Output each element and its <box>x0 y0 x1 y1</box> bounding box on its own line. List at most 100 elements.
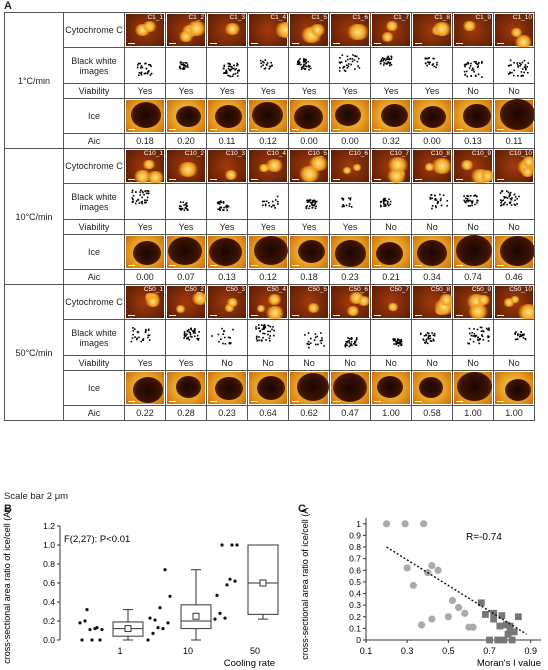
mask-pixel <box>464 63 466 66</box>
mask-pixel <box>351 58 354 60</box>
mask-pixel <box>488 335 490 338</box>
fluorescence-spot <box>432 22 452 37</box>
mask-pixel <box>136 338 138 341</box>
mask-pixel <box>193 329 196 331</box>
binary-mask <box>379 55 393 67</box>
mask-pixel <box>264 203 267 206</box>
cytochrome-micrograph: C10_9 <box>454 150 493 183</box>
grid-row-via: Viability Yes Yes Yes Yes Yes Yes Yes Yes No No <box>5 83 535 99</box>
mask-pixel <box>262 336 264 339</box>
scale-bar-mark <box>128 179 135 180</box>
scale-bar-mark <box>251 315 258 316</box>
mask-pixel <box>502 203 505 206</box>
mask-pixel <box>144 201 146 204</box>
mask-pixel <box>487 335 489 337</box>
mask-pixel <box>523 59 526 62</box>
fluorescence-spot <box>345 306 361 317</box>
mask-pixel <box>142 338 145 340</box>
mask-pixel <box>478 342 481 345</box>
scale-bar-mark <box>169 129 176 130</box>
mask-pixel <box>357 57 360 60</box>
binary-mask <box>429 193 449 210</box>
mask-pixel <box>397 339 399 341</box>
mask-pixel <box>476 63 478 65</box>
black-white-image <box>165 319 207 356</box>
mask-pixel <box>347 340 349 343</box>
mask-pixel <box>262 332 264 335</box>
mask-pixel <box>517 333 519 335</box>
mask-pixel <box>522 337 525 339</box>
mask-pixel <box>236 72 239 74</box>
scatter-point-square <box>500 636 508 644</box>
box-iqr <box>247 544 279 615</box>
mask-pixel <box>183 64 186 66</box>
ice-image <box>370 98 412 134</box>
mask-pixel <box>186 330 189 333</box>
grid-row-cyto: 50°C/min Cytochrome C C50_1 C50_2 C50_3 C50_4… <box>4 284 535 421</box>
cell-shadow <box>168 236 202 266</box>
data-point <box>153 618 157 622</box>
mask-pixel <box>273 334 275 337</box>
mask-pixel <box>306 205 308 207</box>
mask-pixel <box>475 60 477 63</box>
mask-pixel <box>218 203 221 205</box>
mask-pixel <box>132 330 134 332</box>
mask-pixel <box>433 334 436 337</box>
mask-pixel <box>350 63 353 66</box>
scatter-point-circle <box>382 520 391 528</box>
mask-pixel <box>471 204 473 207</box>
grid-row-ice: Ice <box>5 234 535 270</box>
cell-id-label: C10_1 <box>143 150 163 157</box>
scale-bar-mark <box>292 129 299 130</box>
mask-pixel <box>383 62 385 64</box>
mask-pixel <box>475 334 478 337</box>
cytochrome-micrograph: C50_4 <box>249 286 287 319</box>
data-point <box>80 638 84 642</box>
row-label-aic: Aic <box>63 269 125 285</box>
aic-value: 0.58 <box>411 405 453 421</box>
scatter-point-square <box>494 636 502 644</box>
mask-pixel <box>527 71 529 74</box>
mask-pixel <box>349 344 351 347</box>
scale-bar-mark <box>374 265 381 266</box>
mask-pixel <box>269 335 271 337</box>
viability-value: Yes <box>165 83 207 99</box>
mask-pixel <box>466 75 468 78</box>
mask-pixel <box>185 334 187 337</box>
mask-pixel <box>395 343 397 345</box>
mask-pixel <box>301 66 304 68</box>
binary-mask <box>216 200 230 212</box>
mask-pixel <box>344 70 347 72</box>
mask-pixel <box>432 63 434 65</box>
cytochrome-image: C10_3 <box>206 148 248 184</box>
viability-value: Yes <box>288 219 330 235</box>
mask-pixel <box>423 339 425 342</box>
aic-value: 0.00 <box>411 133 453 149</box>
mask-pixel <box>388 58 391 61</box>
mask-pixel <box>268 68 271 70</box>
aic-value: 0.00 <box>288 133 330 149</box>
binary-mask <box>338 54 361 72</box>
mask-pixel <box>400 341 402 344</box>
fluorescence-spot <box>174 305 186 314</box>
mask-pixel <box>184 61 187 64</box>
mask-pixel <box>506 197 509 199</box>
mask-pixel <box>148 339 151 341</box>
mask-pixel <box>425 333 427 336</box>
mask-pixel <box>305 62 307 65</box>
viability-value: Yes <box>411 83 453 99</box>
black-white-image <box>165 47 207 84</box>
fluorescence-spot <box>342 167 353 175</box>
mask-pixel <box>311 203 313 206</box>
cytochrome-image: C50_1 <box>124 284 166 320</box>
mask-pixel <box>470 75 472 77</box>
mask-pixel <box>259 59 262 62</box>
mask-pixel <box>144 62 146 65</box>
mask-pixel <box>428 57 430 59</box>
mask-pixel <box>469 65 472 67</box>
mask-pixel <box>439 193 441 196</box>
mask-pixel <box>488 327 490 329</box>
ice-image <box>124 234 166 270</box>
mask-pixel <box>380 200 382 203</box>
cytochrome-image: C10_8 <box>411 148 453 184</box>
